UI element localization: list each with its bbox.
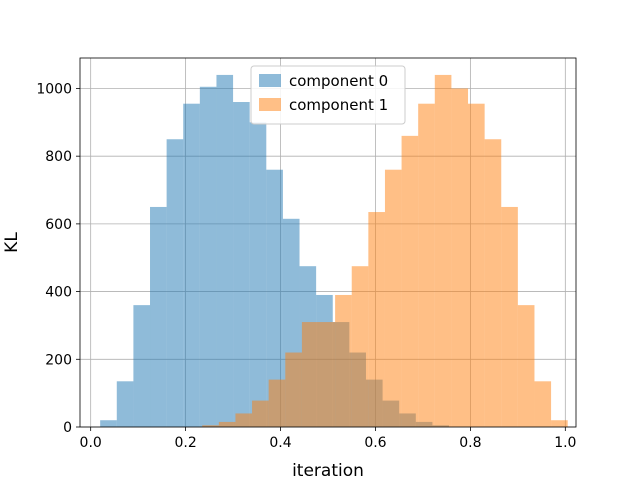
axes-frame: [79, 57, 577, 428]
x-tick-label: 0.2: [174, 435, 196, 451]
x-tick-label: 0.6: [364, 435, 386, 451]
x-axis-label: iteration: [292, 461, 364, 480]
histogram-bar-series-1: [301, 322, 319, 427]
histogram-bar-series-1: [252, 400, 269, 427]
x-tick-label: 0.8: [459, 435, 481, 451]
x-tick-label: 1.0: [554, 435, 576, 451]
y-tick-label: 600: [45, 217, 72, 233]
histogram-bar-series-1: [268, 379, 286, 427]
histogram-bar-series-1: [218, 421, 236, 427]
legend-swatch: [259, 74, 281, 87]
x-tick-label: 0.0: [80, 435, 102, 451]
histogram-bar-series-1: [418, 103, 435, 427]
histogram-bar-series-1: [335, 294, 352, 427]
histogram-bar-series-0: [166, 139, 184, 427]
histogram-bar-series-0: [233, 102, 250, 428]
legend-box: [250, 65, 406, 125]
histogram-bar-series-1: [235, 413, 253, 427]
histogram-bar-series-1: [484, 139, 502, 427]
y-axis-label: KL: [2, 232, 22, 253]
histogram-bar-series-1: [351, 266, 369, 427]
histogram-bar-series-1: [468, 103, 485, 427]
legend-swatch: [259, 98, 281, 111]
y-tick-label: 200: [45, 352, 72, 368]
x-tick-label: 0.4: [269, 435, 291, 451]
histogram-bar-series-0: [100, 420, 117, 427]
histogram-bar-series-1: [434, 74, 452, 427]
legend-label: component 1: [289, 96, 388, 114]
histogram-bar-series-0: [150, 206, 167, 427]
legend-label: component 0: [289, 72, 388, 90]
histogram-bar-series-0: [266, 169, 283, 428]
y-tick-label: 800: [45, 149, 72, 165]
histogram-bar-series-1: [318, 322, 336, 427]
histogram-bar-series-1: [517, 305, 535, 427]
histogram-bar-series-0: [116, 381, 134, 427]
histogram-bar-series-0: [133, 305, 151, 427]
y-axis-ticks: 0 200 400 600 800 1000: [36, 81, 80, 436]
histogram-bar-series-0: [216, 74, 234, 427]
histogram-bar-series-1: [551, 420, 568, 427]
histogram-bar-series-1: [368, 212, 385, 427]
histogram-bar-series-1: [384, 169, 402, 428]
histogram-bar-series-0: [199, 86, 217, 427]
histogram-bar-series-1: [285, 352, 302, 427]
histogram-bar-series-0: [183, 103, 200, 427]
y-tick-label: 0: [63, 420, 72, 436]
y-tick-label: 1000: [36, 81, 72, 97]
histogram-bars: [100, 74, 568, 428]
histogram-bar-series-0: [249, 122, 267, 427]
histogram-bar-series-1: [202, 425, 219, 427]
histogram-bar-series-1: [534, 381, 552, 427]
histogram-bar-series-1: [501, 206, 518, 427]
legend: component 0 component 1: [250, 65, 406, 125]
y-tick-label: 400: [45, 285, 72, 301]
histogram-bar-series-1: [401, 135, 419, 428]
x-axis-ticks: 0.0 0.2 0.4 0.6 0.8 1.0: [80, 427, 576, 451]
histogram-bar-series-1: [451, 88, 469, 427]
